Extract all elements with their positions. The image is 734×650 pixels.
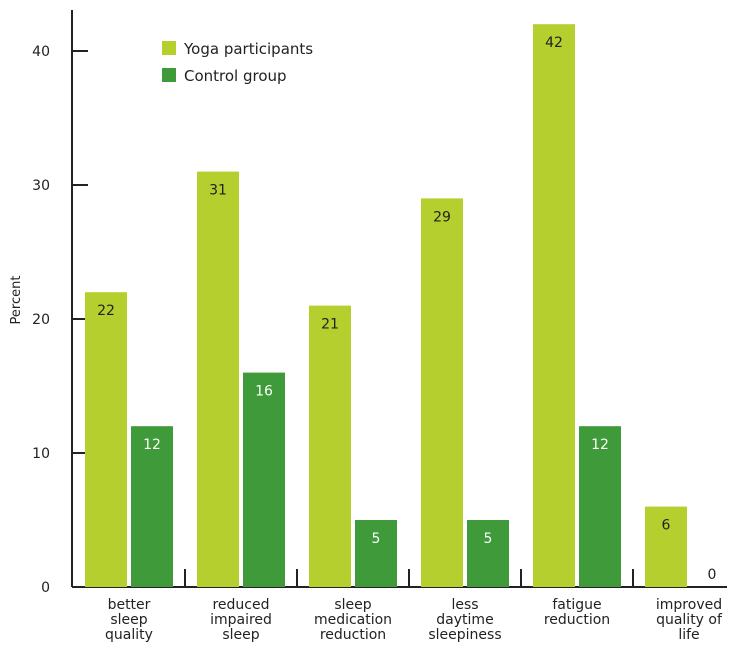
bar	[355, 520, 397, 587]
bar-value-label: 5	[484, 531, 493, 547]
category-label: improved quality of life	[656, 597, 723, 643]
bar	[645, 506, 687, 587]
bar-value-label: 31	[209, 183, 227, 199]
category-label: fatigue reduction	[544, 597, 610, 628]
y-axis-title: Percent	[9, 276, 24, 325]
legend-label: Control group	[184, 67, 287, 85]
bar	[421, 198, 463, 587]
category-label: reduced impaired sleep	[210, 597, 272, 643]
bar-value-label: 29	[433, 209, 451, 225]
bar	[467, 520, 509, 587]
category-label: better sleep quality	[105, 597, 153, 643]
legend-swatch	[162, 41, 176, 55]
y-tick-label: 30	[32, 178, 50, 194]
bar-value-label: 0	[708, 567, 717, 583]
category-label: less daytime sleepiness	[428, 597, 501, 643]
category-label: sleep medication reduction	[314, 597, 392, 643]
bar-value-label: 5	[372, 531, 381, 547]
y-tick-label: 40	[32, 44, 50, 60]
bar-value-label: 12	[591, 437, 609, 453]
data-labels: 22 12 31 16 21 5 29 5 42 12 6 0	[97, 35, 716, 583]
category-labels: better sleep quality reduced impaired sleep sl…	[105, 597, 723, 643]
bar-value-label: 21	[321, 317, 339, 333]
legend: Yoga participants Control group	[162, 40, 313, 85]
bar	[197, 171, 239, 587]
y-tick-label: 20	[32, 312, 50, 328]
y-tick-label: 10	[32, 446, 50, 462]
bar-value-label: 12	[143, 437, 161, 453]
bar-value-label: 42	[545, 35, 563, 51]
bar-value-label: 6	[662, 518, 671, 534]
bar-value-label: 16	[255, 384, 273, 400]
bar	[533, 24, 575, 587]
bar	[243, 372, 285, 587]
bar-value-label: 22	[97, 303, 115, 319]
bars	[85, 24, 687, 587]
y-tick-label: 0	[41, 580, 50, 596]
bar	[579, 426, 621, 587]
bar	[309, 305, 351, 587]
legend-label: Yoga participants	[183, 40, 313, 58]
bar	[131, 426, 173, 587]
bar	[85, 292, 127, 587]
legend-swatch	[162, 68, 176, 82]
